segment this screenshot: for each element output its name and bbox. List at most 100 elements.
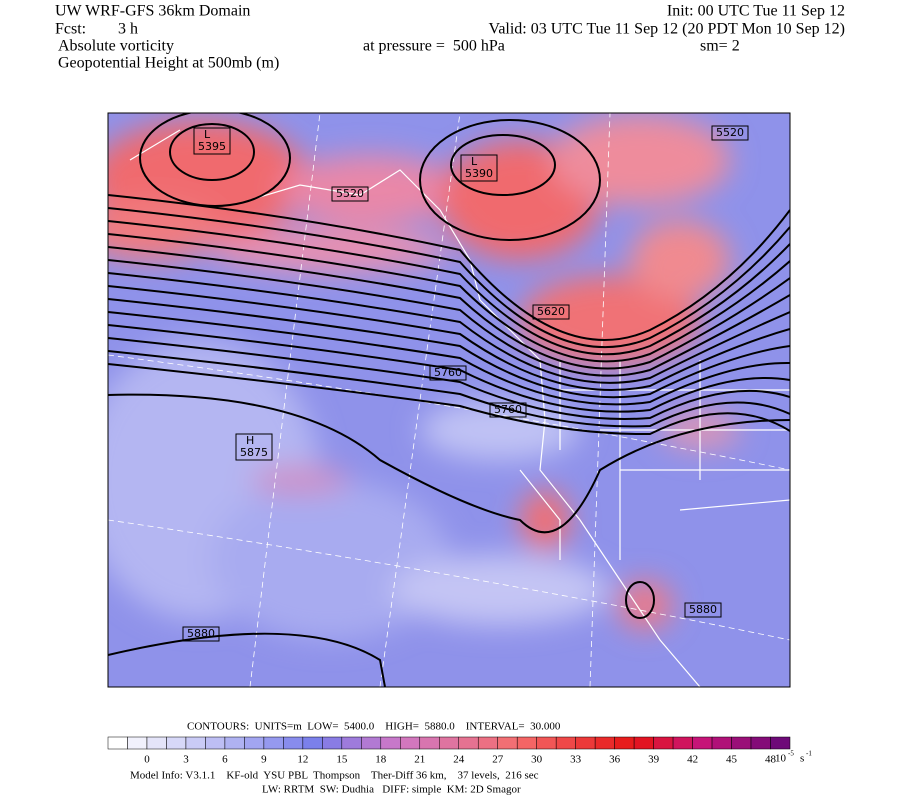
- contour-label-box: [489, 402, 527, 418]
- colorbar-swatch: [283, 736, 304, 750]
- colorbar-label: 3: [183, 754, 189, 766]
- colorbar-label: 48: [765, 754, 777, 766]
- contour-label-letter: H: [246, 434, 254, 447]
- colorbar-label: 12: [297, 754, 308, 766]
- colorbar-label: 15: [336, 754, 348, 766]
- valid: Valid: 03 UTC Tue 11 Sep 12 (20 PDT Mon …: [489, 21, 845, 38]
- colorbar-swatch: [458, 736, 479, 750]
- contour-label-box: [429, 365, 467, 381]
- colorbar-swatch: [224, 736, 245, 750]
- colorbar-swatch: [185, 736, 206, 750]
- colorbar-label: 45: [726, 754, 738, 766]
- colorbar-swatch: [244, 736, 265, 750]
- contour-label: 5520: [336, 187, 364, 200]
- pressure: at pressure = 500 hPa: [363, 38, 505, 55]
- contour-label-box: [460, 154, 498, 182]
- colorbar-swatch: [127, 736, 148, 750]
- colorbar-swatch: [205, 736, 226, 750]
- colorbar-label: 39: [648, 754, 660, 766]
- map: L5395L539055205520562057605760H587558805…: [108, 113, 790, 687]
- colorbar-label: 0: [144, 754, 150, 766]
- contour-label: 5520: [716, 126, 744, 139]
- init: Init: 00 UTC Tue 11 Sep 12: [667, 3, 845, 20]
- colorbar-label: 27: [492, 754, 504, 766]
- physics-info: LW: RRTM SW: Dudhia DIFF: simple KM: 2D …: [262, 784, 521, 796]
- height-contour: [108, 298, 790, 399]
- height-contour: [108, 194, 790, 341]
- unit-exp: -1: [806, 750, 812, 758]
- colorbar-swatch: [361, 736, 382, 750]
- fcst-label: Fcst:: [55, 21, 86, 38]
- height-contour: [108, 363, 790, 436]
- colorbar-label: 36: [609, 754, 621, 766]
- contour-label: 5760: [434, 366, 462, 379]
- graticule: [108, 113, 790, 687]
- colorbar-swatch: [653, 736, 674, 750]
- colorbar-swatch: [731, 736, 752, 750]
- contour-label-box: [235, 433, 273, 461]
- colorbar-swatch: [380, 736, 401, 750]
- colorbar-swatch: [614, 736, 635, 750]
- colorbar-swatch: [575, 736, 596, 750]
- colorbar-swatch: [711, 736, 732, 750]
- height-contour: [108, 285, 790, 391]
- colorbar-swatch: [672, 736, 693, 750]
- colorbar-swatch: [107, 736, 128, 750]
- height-contour: [108, 324, 790, 413]
- contour-label-box: [182, 626, 220, 642]
- colorbar-label: 9: [261, 754, 267, 766]
- colorbar-swatch: [477, 736, 498, 750]
- contour-label-box: [193, 127, 231, 155]
- colorbar-label: 18: [375, 754, 387, 766]
- height-contour: [108, 220, 790, 356]
- contour-label-letter: L: [471, 155, 478, 168]
- colorbar-swatch: [263, 736, 284, 750]
- contour-label: 5760: [494, 403, 522, 416]
- unit: 10: [775, 753, 787, 765]
- colorbar-swatch: [341, 736, 362, 750]
- model-info: Model Info: V3.1.1 KF-old YSU PBL Thomps…: [130, 770, 539, 782]
- colorbar-swatch: [322, 736, 343, 750]
- colorbar-swatch: [516, 736, 537, 750]
- height-contour: [108, 259, 790, 377]
- contour-label: 5880: [689, 603, 717, 616]
- smoothing: sm= 2: [700, 38, 740, 55]
- title: UW WRF-GFS 36km Domain: [55, 3, 250, 20]
- colorbar-label: 33: [570, 754, 582, 766]
- unit: s: [800, 753, 804, 765]
- colorbar-swatch: [555, 736, 576, 750]
- colorbar-swatch: [166, 736, 187, 750]
- colorbar-swatch: [439, 736, 459, 750]
- height-contour: [108, 350, 790, 428]
- field: Geopotential Height at 500mb (m): [58, 55, 279, 72]
- colorbar-label: 21: [414, 754, 425, 766]
- colorbar-label: 24: [453, 754, 465, 766]
- field: Absolute vorticity: [58, 38, 174, 55]
- colorbar-swatch: [497, 736, 518, 750]
- contour-label: 5620: [537, 305, 565, 318]
- colorbar-swatch: [302, 736, 323, 750]
- contour-label-box: [711, 125, 749, 141]
- contour-label: 5875: [240, 446, 268, 459]
- colorbar-label: 30: [531, 754, 543, 766]
- height-contour: [108, 233, 790, 363]
- contour-label-box: [684, 602, 722, 618]
- colorbar-swatch: [146, 736, 167, 750]
- height-contours: [108, 113, 790, 687]
- colorbar-swatch: [633, 736, 654, 750]
- colorbar-label: 6: [222, 754, 228, 766]
- unit-exp: -5: [788, 750, 794, 758]
- colorbar-swatch: [419, 736, 440, 750]
- contour-label-box: [331, 186, 369, 202]
- colorbar-swatch: [594, 736, 615, 750]
- height-contour: [108, 207, 790, 349]
- contour-label-letter: L: [204, 128, 211, 141]
- contour-info: CONTOURS: UNITS=m LOW= 5400.0 HIGH= 5880…: [187, 721, 561, 733]
- colorbar-swatch: [692, 736, 713, 750]
- map-frame: [107, 112, 791, 688]
- height-contour: [108, 311, 790, 406]
- height-contour: [108, 272, 790, 384]
- contour-label: 5390: [465, 167, 493, 180]
- colorbar-swatch: [536, 736, 557, 750]
